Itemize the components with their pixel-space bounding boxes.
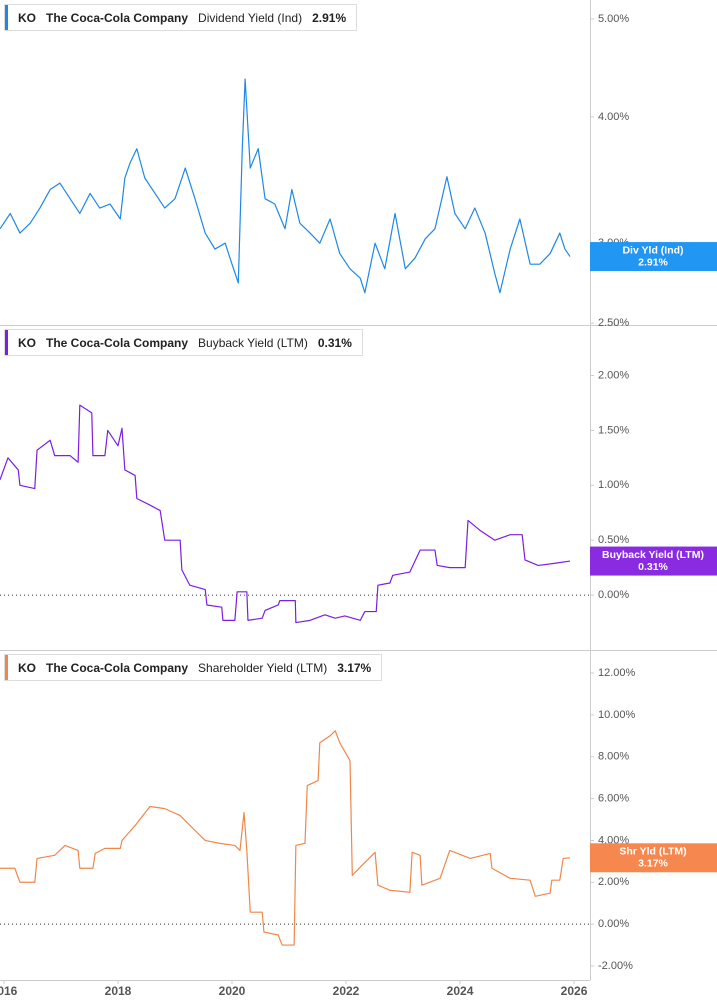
- y-tick-label: 0.00%: [598, 918, 629, 930]
- header-color-bar: [5, 5, 8, 30]
- ticker: KO: [18, 10, 36, 25]
- company-name: The Coca-Cola Company: [46, 660, 189, 675]
- panel-header: KO The Coca-Cola Company Shareholder Yield…: [4, 654, 383, 681]
- value-badge: [590, 546, 717, 576]
- data-line: [0, 404, 571, 624]
- x-tick-label: 2020: [219, 984, 246, 998]
- company-name: The Coca-Cola Company: [46, 335, 189, 350]
- y-tick-label: 12.00%: [598, 667, 636, 679]
- metric-name: Shareholder Yield (LTM): [198, 660, 328, 675]
- y-tick-label: 1.50%: [598, 424, 629, 436]
- y-tick-label: -2.00%: [598, 960, 633, 972]
- panel-header: KO The Coca-Cola Company Dividend Yield (I…: [4, 4, 358, 31]
- badge-value: 3.17%: [638, 858, 668, 870]
- x-tick-label: 2024: [447, 984, 474, 998]
- y-tick-label: 8.00%: [598, 751, 629, 763]
- badge-value: 0.31%: [638, 561, 668, 573]
- ticker: KO: [18, 660, 36, 675]
- y-tick-label: 0.00%: [598, 589, 629, 601]
- metric-value: 0.31%: [317, 335, 352, 350]
- data-line: [0, 730, 571, 946]
- y-tick-label: 2.00%: [598, 369, 629, 381]
- badge-name: Buyback Yield (LTM): [602, 549, 704, 561]
- y-tick-label: 2.50%: [598, 317, 629, 329]
- metric-name: Dividend Yield (Ind): [198, 10, 303, 25]
- x-tick-label: 2022: [333, 984, 360, 998]
- badge-name: Shr Yld (LTM): [619, 846, 686, 858]
- panel-header: KO The Coca-Cola Company Buyback Yield (LT…: [4, 329, 363, 356]
- x-tick-label: 2016: [0, 984, 18, 998]
- y-tick-label: 0.50%: [598, 534, 629, 546]
- y-tick-label: 6.00%: [598, 792, 629, 804]
- metric-value: 3.17%: [337, 660, 372, 675]
- y-tick-label: 2.00%: [598, 876, 629, 888]
- header-color-bar: [5, 655, 8, 680]
- ticker: KO: [18, 335, 36, 350]
- header-color-bar: [5, 330, 8, 355]
- y-tick-label: 5.00%: [598, 13, 629, 25]
- x-tick-label: 2018: [105, 984, 132, 998]
- company-name: The Coca-Cola Company: [46, 10, 189, 25]
- value-badge: [590, 843, 717, 873]
- badge-value: 2.91%: [638, 256, 668, 268]
- x-tick-label: 2026: [561, 984, 588, 998]
- y-tick-label: 10.00%: [598, 709, 636, 721]
- metric-name: Buyback Yield (LTM): [198, 335, 308, 350]
- metric-value: 2.91%: [312, 10, 347, 25]
- badge-name: Div Yld (Ind): [622, 244, 683, 256]
- y-tick-label: 1.00%: [598, 479, 629, 491]
- value-badge: [590, 242, 717, 272]
- y-tick-label: 4.00%: [598, 111, 629, 123]
- data-line: [0, 78, 571, 294]
